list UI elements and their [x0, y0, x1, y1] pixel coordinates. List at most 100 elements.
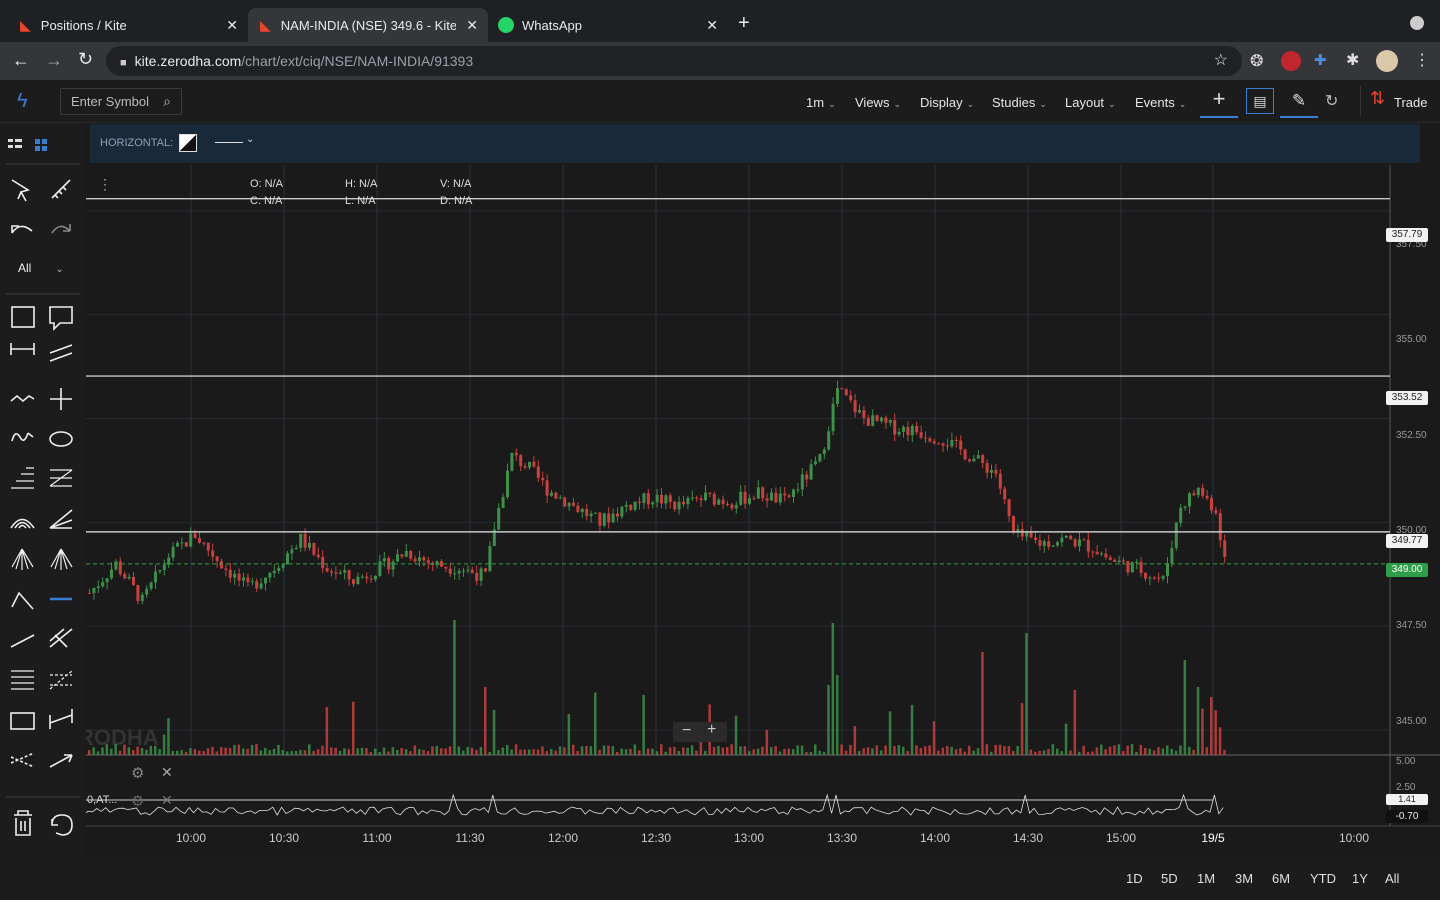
fib-projection-icon[interactable] — [47, 463, 75, 491]
range-all[interactable]: All — [1385, 871, 1400, 886]
y-tick-label: 352.50 — [1396, 430, 1427, 441]
reset-drawings-icon[interactable] — [47, 809, 75, 837]
crosshair-button[interactable]: + — [1200, 86, 1238, 118]
draw-button[interactable]: ✎ — [1280, 86, 1318, 118]
close-tab-icon[interactable]: ✕ — [706, 17, 718, 33]
candle-body — [514, 452, 518, 456]
tool-filter-select[interactable]: All ⌄ — [18, 261, 64, 275]
menu-interval[interactable]: 1m ⌄ — [806, 95, 836, 110]
range-1d[interactable]: 1D — [1126, 871, 1143, 886]
candle-body — [1073, 539, 1077, 547]
pitchfork-icon[interactable] — [8, 543, 36, 571]
measure-tool-icon[interactable] — [8, 343, 36, 371]
fib-retracement-icon[interactable] — [8, 463, 36, 491]
rectangle-tool-icon[interactable] — [8, 703, 36, 731]
zoom-in-icon[interactable]: + — [707, 721, 717, 738]
ruler-tool-icon[interactable] — [47, 176, 75, 204]
new-tab-icon[interactable]: + — [738, 12, 750, 34]
menu-views[interactable]: Views ⌄ — [855, 95, 901, 110]
tab-search-icon[interactable] — [1410, 16, 1424, 30]
lightning-icon[interactable]: ϟ — [17, 90, 28, 112]
candle-body — [418, 557, 421, 562]
volume-bar — [1100, 744, 1103, 755]
line-color-swatch[interactable] — [179, 134, 197, 152]
candle-body — [396, 554, 399, 562]
fib-fan-icon[interactable] — [47, 543, 75, 571]
candle-body — [717, 499, 721, 505]
kite-logo-icon: ◣ — [20, 16, 31, 33]
reload-icon[interactable]: ↻ — [78, 49, 94, 69]
range-5d[interactable]: 5D — [1161, 871, 1178, 886]
extension-icon[interactable]: ✚ — [1314, 52, 1327, 69]
trade-button[interactable]: Trade — [1394, 95, 1428, 110]
trash-icon[interactable] — [8, 809, 36, 837]
forward-icon[interactable]: → — [45, 50, 63, 70]
grid-view-icon[interactable] — [30, 131, 58, 159]
ellipse-tool-icon[interactable] — [47, 423, 75, 451]
close-icon[interactable]: ✕ — [161, 764, 173, 780]
crossline-tool-icon[interactable] — [47, 383, 75, 411]
back-icon[interactable]: ← — [12, 50, 30, 70]
gear-icon[interactable]: ⚙ — [131, 793, 145, 810]
callout-tool-icon[interactable] — [47, 303, 75, 331]
candle-body — [1157, 577, 1161, 579]
doodle-tool-icon[interactable] — [8, 423, 36, 451]
range-1y[interactable]: 1Y — [1352, 871, 1368, 886]
regression-line-icon[interactable] — [47, 663, 75, 691]
speed-lines-icon[interactable] — [8, 743, 36, 771]
pointer-tool-icon[interactable] — [8, 176, 36, 204]
redo-icon[interactable] — [47, 216, 75, 244]
quadrant-lines-icon[interactable] — [8, 663, 36, 691]
horizontal-line-icon[interactable] — [47, 583, 75, 611]
volume-bar — [853, 726, 857, 755]
symbol-input[interactable]: Enter Symbol ⌕ — [60, 88, 182, 115]
close-icon[interactable]: ✕ — [161, 792, 173, 808]
menu-layout[interactable]: Layout ⌄ — [1065, 95, 1116, 110]
undo-icon[interactable] — [8, 216, 36, 244]
chart-area[interactable]: RODHA — [86, 123, 1440, 855]
arrow-tool-icon[interactable] — [47, 743, 75, 771]
tab-whatsapp[interactable]: WhatsApp ✕ — [488, 8, 728, 42]
tab-positions[interactable]: ◣ Positions / Kite ✕ — [8, 8, 248, 42]
gear-icon[interactable]: ⚙ — [131, 765, 145, 782]
range-1m[interactable]: 1M — [1197, 871, 1216, 886]
close-tab-icon[interactable]: ✕ — [226, 17, 238, 33]
candle-body — [875, 415, 879, 422]
fib-arc-icon[interactable] — [8, 503, 36, 531]
parallel-channel-icon[interactable] — [47, 623, 75, 651]
segment-tool-icon[interactable] — [47, 703, 75, 731]
candle-body — [998, 473, 1002, 489]
range-3m[interactable]: 3M — [1235, 871, 1254, 886]
elliott-wave-icon[interactable] — [8, 583, 36, 611]
url-bar[interactable]: ■ kite.zerodha.com/chart/ext/ciq/NSE/NAM-… — [106, 46, 1242, 76]
volume-bar — [1007, 746, 1011, 755]
candle-body — [1196, 487, 1200, 496]
text-tool-icon[interactable] — [8, 303, 36, 331]
line-tool-icon[interactable] — [8, 623, 36, 651]
avatar[interactable] — [1376, 50, 1398, 72]
volume-bar — [1025, 633, 1028, 755]
zoom-out-icon[interactable]: − — [682, 722, 692, 739]
extension-icon[interactable]: ❂ — [1250, 53, 1264, 70]
comment-button[interactable]: ▤ — [1246, 88, 1274, 114]
volume-bar — [558, 746, 562, 755]
range-ytd[interactable]: YTD — [1310, 871, 1336, 886]
browser-menu-icon[interactable]: ⋮ — [1414, 52, 1430, 69]
range-6m[interactable]: 6M — [1272, 871, 1291, 886]
gann-fan-icon[interactable] — [47, 503, 75, 531]
chart-options-icon[interactable]: ⋮ — [98, 176, 112, 192]
puzzle-icon[interactable]: ✱ — [1346, 52, 1360, 69]
chevron-down-icon[interactable]: ⌄ — [246, 134, 255, 145]
price-chart[interactable]: RODHA — [86, 123, 1440, 855]
channel-tool-icon[interactable] — [47, 343, 75, 371]
bookmark-star-icon[interactable]: ☆ — [1213, 52, 1228, 69]
line-style-select[interactable] — [215, 142, 243, 143]
continuous-line-icon[interactable] — [8, 383, 36, 411]
reset-icon[interactable]: ↻ — [1325, 93, 1339, 110]
menu-display[interactable]: Display ⌄ — [920, 95, 974, 110]
menu-studies[interactable]: Studies ⌄ — [992, 95, 1047, 110]
close-tab-icon[interactable]: ✕ — [466, 17, 478, 33]
ublock-icon[interactable] — [1281, 51, 1301, 71]
menu-events[interactable]: Events ⌄ — [1135, 95, 1186, 110]
tab-nam-india[interactable]: ◣ NAM-INDIA (NSE) 349.6 - Kite ✕ — [248, 8, 488, 42]
